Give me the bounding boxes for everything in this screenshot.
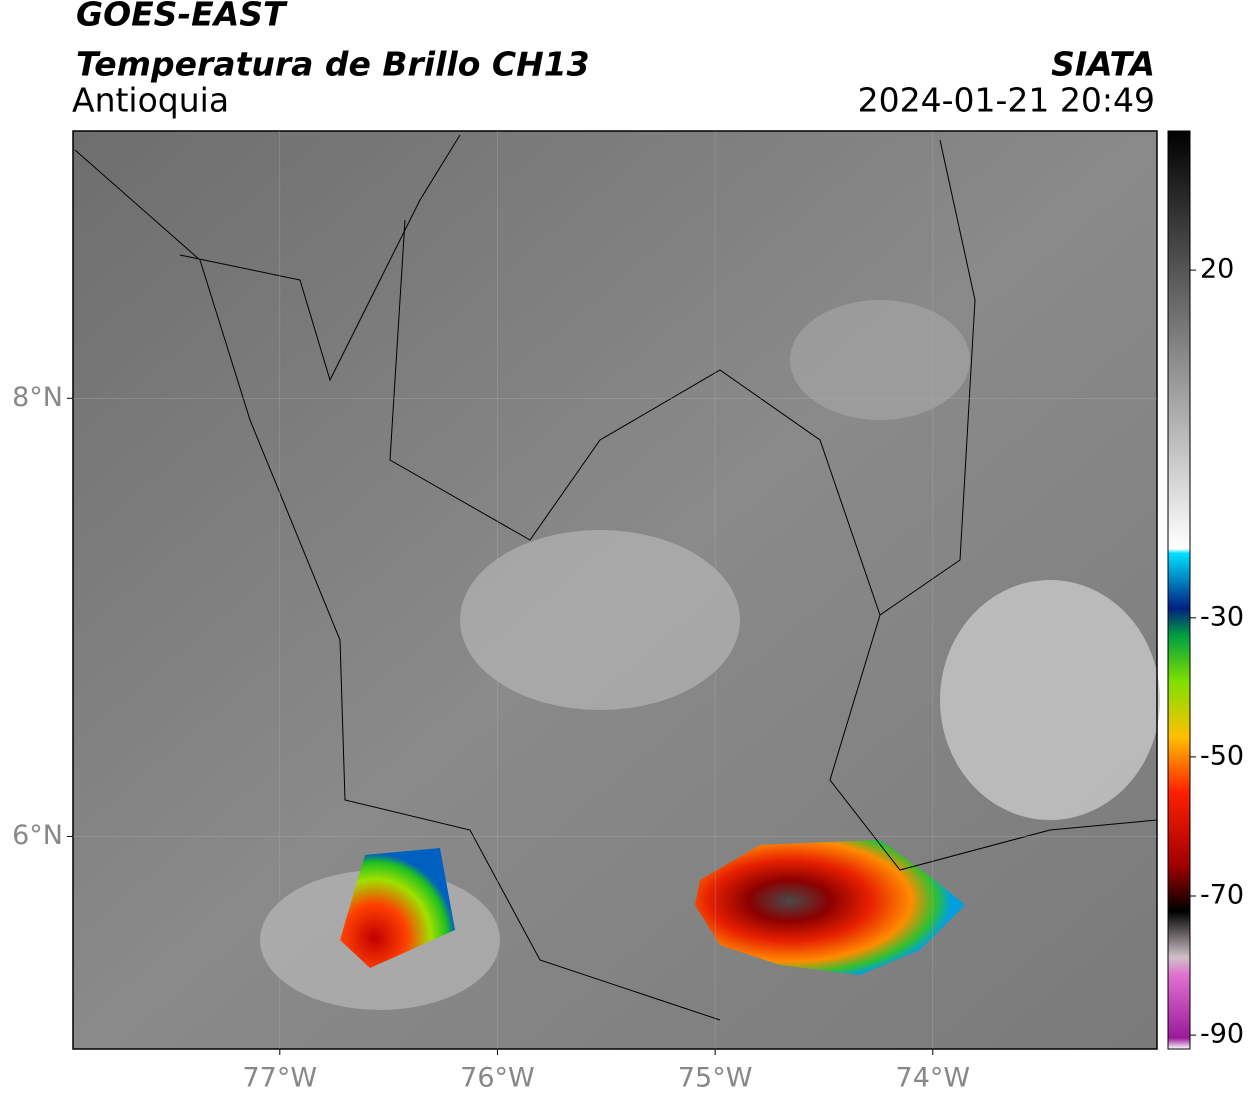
x-tick-label: 74°W	[896, 1063, 971, 1094]
source: SIATA	[1051, 45, 1155, 84]
y-tick-label: 8°N	[12, 382, 63, 413]
map	[72, 130, 1160, 1050]
map-frame	[72, 130, 1158, 1050]
storm-cell	[695, 840, 965, 975]
x-tick-label: 75°W	[678, 1063, 753, 1094]
y-tick-label: 6°N	[12, 820, 63, 851]
title: GOES-EAST	[76, 0, 288, 34]
colorbar-tick-label: -30	[1200, 601, 1244, 632]
storm-cell	[340, 848, 455, 968]
colorbar-tick-label: -90	[1200, 1019, 1244, 1050]
colorbar-tick-label: -50	[1200, 740, 1244, 771]
datetime: 2024-01-21 20:49	[858, 81, 1155, 120]
x-tick-label: 76°W	[460, 1063, 535, 1094]
region: Antioquia	[72, 81, 229, 120]
product: Temperatura de Brillo CH13	[76, 45, 590, 84]
cloud	[790, 300, 970, 420]
x-tick-label: 77°W	[243, 1063, 318, 1094]
border	[74, 149, 721, 1021]
colorbar-tick-label: 20	[1200, 254, 1234, 285]
border	[389, 139, 976, 616]
border	[829, 614, 1158, 871]
colorbar-tick-label: -70	[1200, 880, 1244, 911]
cloud	[460, 530, 740, 710]
colorbar	[1167, 130, 1191, 1050]
cloud	[940, 580, 1160, 820]
coastline	[179, 134, 461, 382]
